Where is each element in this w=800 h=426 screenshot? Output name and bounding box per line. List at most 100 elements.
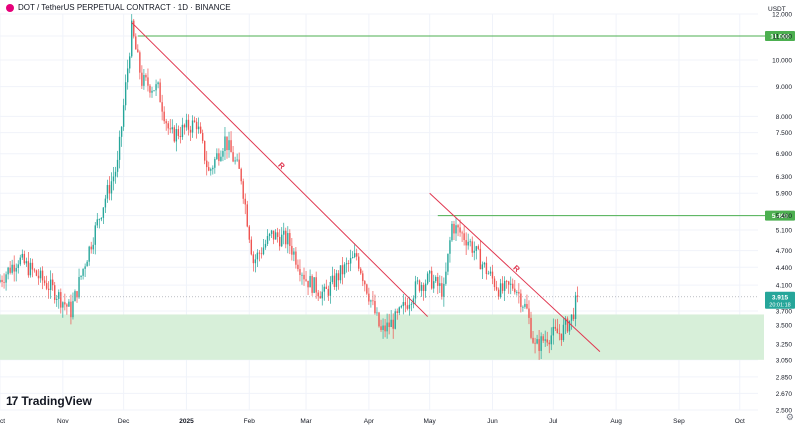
- candle-body: [576, 295, 579, 297]
- candle-up: [94, 222, 96, 255]
- candle-body: [246, 204, 248, 227]
- candle-down: [319, 291, 321, 299]
- candle-down: [368, 287, 370, 305]
- candle-body: [570, 314, 573, 321]
- candle-up: [62, 301, 64, 318]
- candle-body: [441, 283, 443, 297]
- candle-up: [287, 226, 289, 254]
- candle-body: [299, 269, 301, 275]
- candle-up: [96, 212, 98, 229]
- candle-up: [197, 117, 200, 134]
- candle-body: [187, 119, 190, 130]
- y-tick-label: 2.500: [776, 408, 793, 415]
- candle-body: [566, 318, 569, 332]
- candle-body: [183, 124, 186, 128]
- candle-body: [262, 247, 265, 255]
- candle-up: [321, 284, 323, 306]
- chart-title: DOT / TetherUS PERPETUAL CONTRACT · 1D ·…: [6, 3, 231, 12]
- candle-up: [408, 296, 411, 316]
- candle-up: [481, 261, 484, 279]
- candle-body: [481, 264, 484, 270]
- candle-body: [62, 302, 64, 308]
- candle-up: [214, 156, 216, 174]
- candle-up: [550, 327, 552, 351]
- candle-down: [208, 161, 210, 172]
- candle-countdown-label: 20:01:18: [769, 302, 790, 308]
- candle-body: [179, 135, 182, 138]
- candle-body: [550, 335, 552, 345]
- candle-body: [495, 287, 498, 290]
- candle-down: [41, 266, 44, 290]
- y-tick-label: 5.100: [776, 228, 793, 235]
- x-tick-label: Sep: [673, 418, 685, 425]
- candle-down: [406, 298, 409, 311]
- candle-down: [248, 225, 250, 244]
- candle-up: [301, 272, 303, 285]
- candle-body: [368, 293, 370, 302]
- candle-body: [189, 129, 192, 133]
- candle-down: [240, 167, 242, 185]
- candle-body: [283, 230, 285, 235]
- candle-up: [335, 269, 338, 291]
- candle-down: [1, 275, 3, 288]
- candle-down: [392, 313, 394, 339]
- candle-body: [41, 270, 44, 281]
- candle-body: [27, 261, 30, 276]
- candle-body: [536, 339, 538, 344]
- candle-up: [540, 332, 542, 360]
- candle-up: [489, 266, 492, 276]
- candle-body: [378, 312, 380, 327]
- candle-up: [574, 291, 577, 327]
- candle-body: [323, 286, 325, 292]
- candle-body: [70, 301, 72, 318]
- candle-down: [558, 324, 561, 341]
- candle-up: [473, 241, 475, 261]
- candle-down: [461, 230, 463, 242]
- candle-down: [161, 94, 163, 121]
- y-tick-label: 3.250: [776, 341, 793, 348]
- candle-body: [451, 223, 453, 241]
- candle-body: [558, 333, 561, 335]
- candle-body: [236, 159, 238, 161]
- candle-body: [220, 156, 222, 161]
- candle-up: [293, 248, 295, 262]
- candle-body: [238, 159, 240, 169]
- candle-body: [116, 159, 119, 172]
- x-tick-label: Apr: [364, 418, 375, 425]
- candle-body: [171, 127, 173, 130]
- candle-body: [264, 243, 267, 248]
- candle-down: [548, 339, 550, 354]
- candle-body: [518, 292, 520, 294]
- y-tick-label: 3.500: [776, 323, 793, 330]
- candle-body: [382, 325, 384, 330]
- candle-body: [258, 252, 261, 254]
- candle-down: [23, 250, 26, 265]
- candle-body: [335, 273, 338, 287]
- candle-down: [165, 118, 167, 131]
- candle-up: [86, 260, 88, 267]
- candle-down: [317, 289, 319, 302]
- candle-down: [479, 240, 482, 270]
- candle-down: [137, 44, 139, 53]
- candle-down: [542, 333, 544, 343]
- settings-gear-icon[interactable]: ⚙: [785, 412, 794, 422]
- candle-down: [572, 307, 575, 322]
- candle-down: [372, 290, 374, 306]
- candle-body: [477, 246, 480, 249]
- candle-up: [433, 274, 435, 293]
- candle-up: [390, 310, 392, 328]
- candle-down: [108, 176, 111, 201]
- candle-body: [499, 283, 502, 297]
- trendline-label: R: [511, 263, 522, 274]
- candle-body: [175, 129, 178, 142]
- candle-body: [522, 306, 524, 308]
- candle-up: [220, 150, 222, 162]
- candle-up: [56, 294, 58, 307]
- tradingview-logo[interactable]: 17 TradingView: [6, 394, 92, 408]
- candle-down: [485, 256, 488, 280]
- candle-body: [268, 233, 271, 237]
- candle-body: [408, 304, 411, 309]
- x-tick-label: Mar: [300, 418, 312, 425]
- candle-down: [13, 255, 15, 282]
